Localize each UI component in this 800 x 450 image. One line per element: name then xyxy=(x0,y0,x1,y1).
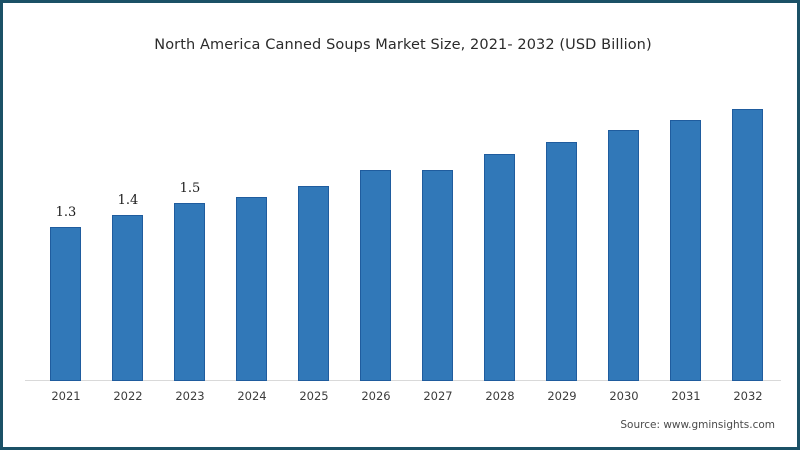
bar-2026[interactable] xyxy=(360,170,391,381)
bar-value-label-2021: 1.3 xyxy=(55,205,77,220)
bar-value-label-2023: 1.5 xyxy=(179,181,201,196)
bar-2031[interactable] xyxy=(670,120,701,381)
bar-2030[interactable] xyxy=(608,130,639,381)
bar-slot xyxy=(655,73,717,381)
bar-slot xyxy=(469,73,531,381)
x-tick-2027: 2027 xyxy=(423,389,453,403)
x-tick-2028: 2028 xyxy=(485,389,515,403)
x-tick-2025: 2025 xyxy=(299,389,329,403)
bar-2025[interactable] xyxy=(298,186,329,381)
x-tick-2030: 2030 xyxy=(609,389,639,403)
bar-2029[interactable] xyxy=(546,142,577,381)
bar-2032[interactable] xyxy=(732,109,763,381)
bar-slot xyxy=(345,73,407,381)
chart-title: North America Canned Soups Market Size, … xyxy=(154,37,652,53)
bar-slot xyxy=(159,73,221,381)
source-attribution: Source: www.gminsights.com xyxy=(620,419,775,431)
x-tick-2023: 2023 xyxy=(175,389,205,403)
bar-slot xyxy=(531,73,593,381)
bar-slot xyxy=(97,73,159,381)
bar-slot xyxy=(35,73,97,381)
bar-2028[interactable] xyxy=(484,154,515,381)
bar-2022[interactable] xyxy=(112,215,143,381)
bar-slot xyxy=(717,73,779,381)
bar-slot xyxy=(221,73,283,381)
x-tick-2032: 2032 xyxy=(733,389,763,403)
bar-slot xyxy=(283,73,345,381)
bar-slot xyxy=(407,73,469,381)
bar-2027[interactable] xyxy=(422,170,453,381)
bar-value-label-2022: 1.4 xyxy=(117,193,139,208)
bar-slot xyxy=(593,73,655,381)
bar-2021[interactable] xyxy=(50,227,81,381)
x-tick-2021: 2021 xyxy=(51,389,81,403)
x-tick-2029: 2029 xyxy=(547,389,577,403)
x-axis-line xyxy=(25,380,781,381)
x-tick-2024: 2024 xyxy=(237,389,267,403)
x-tick-2022: 2022 xyxy=(113,389,143,403)
bar-2023[interactable] xyxy=(174,203,205,381)
x-tick-2026: 2026 xyxy=(361,389,391,403)
x-tick-2031: 2031 xyxy=(671,389,701,403)
bar-2024[interactable] xyxy=(236,197,267,381)
